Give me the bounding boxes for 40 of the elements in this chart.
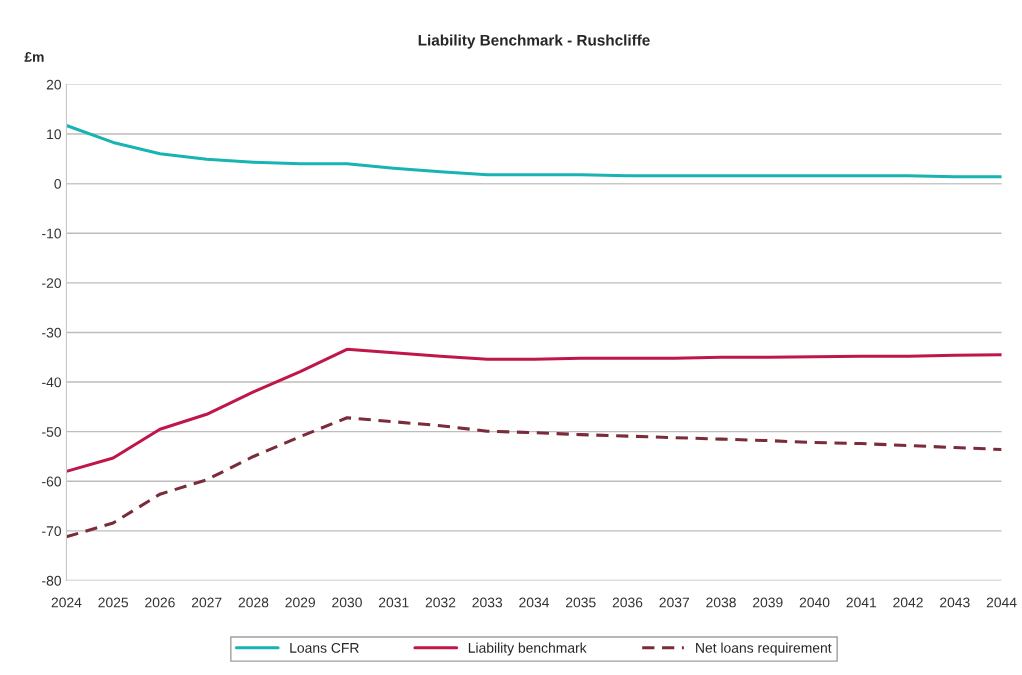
y-tick-label: -20 [42, 278, 62, 288]
x-tick-label: 2040 [799, 597, 830, 608]
x-tick-label: 2036 [612, 597, 643, 608]
x-tick-label: 2027 [191, 597, 222, 608]
y-axis-title: £m [24, 51, 44, 62]
y-tick-label: -80 [42, 575, 62, 586]
x-tick-label: 2042 [893, 597, 923, 608]
y-tick-label: 10 [47, 129, 62, 140]
x-tick-label: 2025 [98, 597, 129, 608]
legend-label: Liability benchmark [468, 642, 587, 656]
x-tick-label: 2030 [332, 597, 362, 608]
line-series [66, 347, 1002, 473]
y-tick-label: -50 [42, 427, 62, 437]
line-series [66, 416, 1002, 539]
x-tick-label: 2034 [519, 597, 550, 608]
x-tick-label: 2029 [285, 597, 315, 608]
line-series [66, 124, 1002, 179]
x-tick-label: 2041 [846, 597, 877, 608]
y-tick-label: -10 [42, 228, 62, 239]
x-tick-label: 2033 [472, 597, 503, 608]
x-tick-label: 2028 [238, 597, 269, 608]
x-tick-label: 2039 [753, 597, 783, 608]
x-tick-label: 2038 [706, 597, 736, 608]
y-tick-label: -30 [42, 327, 62, 338]
chart-title: Liability Benchmark - Rushcliffe [418, 34, 650, 49]
x-tick-label: 2035 [566, 597, 596, 608]
x-tick-label: 2032 [425, 597, 456, 608]
x-tick-label: 2024 [51, 597, 82, 608]
y-tick-label: -70 [42, 526, 62, 537]
x-tick-label: 2044 [986, 597, 1017, 608]
x-tick-label: 2043 [940, 597, 970, 608]
x-tick-label: 2031 [378, 597, 409, 608]
x-tick-label: 2026 [145, 597, 175, 608]
y-tick-label: 0 [54, 178, 62, 189]
y-tick-label: -60 [42, 476, 62, 487]
legend-label: Loans CFR [290, 642, 359, 653]
legend-label: Net loans requirement [696, 642, 832, 656]
y-tick-label: -40 [42, 377, 62, 388]
x-tick-label: 2037 [659, 597, 690, 608]
y-tick-label: 20 [46, 79, 62, 90]
